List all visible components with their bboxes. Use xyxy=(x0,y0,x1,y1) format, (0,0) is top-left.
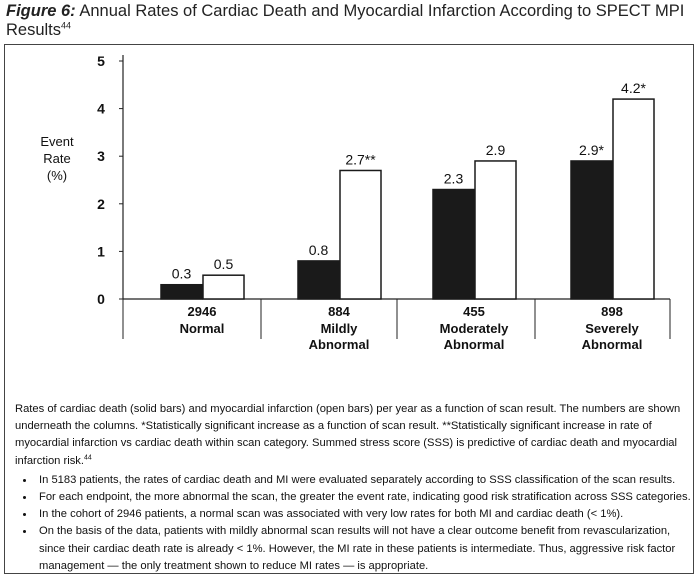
figure-title: Figure 6: Annual Rates of Cardiac Death … xyxy=(6,2,696,40)
figure-title-reference: 44 xyxy=(61,20,72,31)
y-axis-label: Rate xyxy=(43,151,70,166)
y-tick-label: 0 xyxy=(97,291,105,307)
category-count-label: 2946 xyxy=(188,304,217,319)
bar-myocardial-infarction xyxy=(202,274,245,300)
caption-bullet-list: In 5183 patients, the rates of cardiac d… xyxy=(15,472,693,575)
bar-chart: 0 1 2 3 4 5 Event Rate (%) 0.3 0.8 2.3 2.9* 0.5 2.7** 2… xyxy=(40,53,671,352)
bar-value-label: 2.9* xyxy=(579,142,604,158)
category-name-label: Moderately xyxy=(440,321,509,336)
bar-value-label: 0.5 xyxy=(214,256,234,272)
caption-paragraph: Rates of cardiac death (solid bars) and … xyxy=(15,401,693,470)
y-axis-label: Event xyxy=(40,134,74,149)
bar-value-label: 0.8 xyxy=(309,242,329,258)
caption-bullet: For each endpoint, the more abnormal the… xyxy=(35,489,693,506)
category-name-label: Abnormal xyxy=(582,337,643,352)
category-name-label: Mildly xyxy=(321,321,359,336)
y-tick-label: 4 xyxy=(97,101,105,117)
category-count-label: 898 xyxy=(601,304,623,319)
category-name-label: Severely xyxy=(585,321,639,336)
category-name-label: Abnormal xyxy=(309,337,370,352)
figure-caption: Rates of cardiac death (solid bars) and … xyxy=(15,401,693,575)
bar-cardiac-death xyxy=(432,188,475,300)
bar-myocardial-infarction xyxy=(612,98,655,300)
figure-title-text: Annual Rates of Cardiac Death and Myocar… xyxy=(6,2,685,39)
caption-text: Rates of cardiac death (solid bars) and … xyxy=(15,403,681,467)
caption-bullet: In 5183 patients, the rates of cardiac d… xyxy=(35,472,693,489)
bar-value-label: 0.3 xyxy=(172,266,192,282)
category-name-label: Normal xyxy=(180,321,225,336)
bar-cardiac-death xyxy=(297,260,340,300)
figure-number: Figure 6: xyxy=(6,2,76,20)
bar-value-label: 2.9 xyxy=(486,142,506,158)
bar-cardiac-death xyxy=(160,283,203,300)
caption-bullet: In the cohort of 2946 patients, a normal… xyxy=(35,506,693,523)
category-name-label: Abnormal xyxy=(444,337,505,352)
bar-myocardial-infarction xyxy=(339,169,382,300)
category-count-label: 884 xyxy=(328,304,350,319)
y-axis-label: (%) xyxy=(47,168,67,183)
category-count-label: 455 xyxy=(463,304,485,319)
caption-bullet: On the basis of the data, patients with … xyxy=(35,523,693,575)
bar-myocardial-infarction xyxy=(474,160,517,300)
y-tick-label: 3 xyxy=(97,148,105,164)
y-tick-label: 2 xyxy=(97,196,105,212)
figure-frame: 0 1 2 3 4 5 Event Rate (%) 0.3 0.8 2.3 2.9* 0.5 2.7** 2… xyxy=(4,44,694,574)
y-tick-label: 1 xyxy=(97,243,105,259)
bar-value-label: 2.7** xyxy=(345,151,376,167)
bar-value-label: 4.2* xyxy=(621,80,646,96)
y-tick-label: 5 xyxy=(97,53,105,69)
bar-cardiac-death xyxy=(570,160,613,300)
caption-reference: 44 xyxy=(84,453,92,461)
bar-value-label: 2.3 xyxy=(444,171,464,187)
